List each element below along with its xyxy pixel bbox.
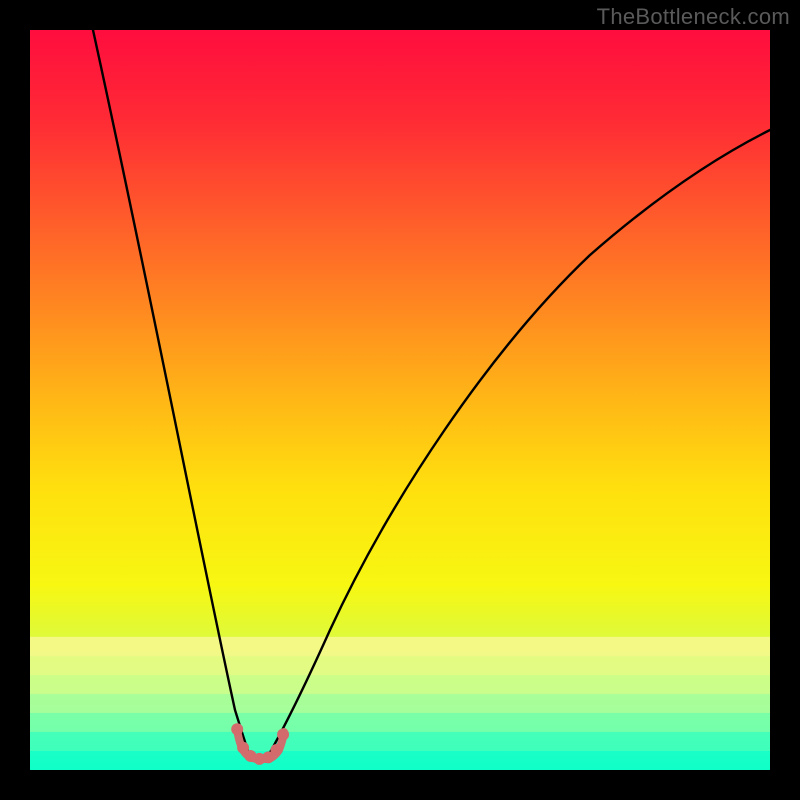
plot-area — [30, 30, 770, 770]
band-stripe — [30, 675, 770, 695]
band-stripe — [30, 732, 770, 752]
marker-dot — [231, 723, 243, 735]
band-stripe — [30, 656, 770, 676]
band-stripe — [30, 637, 770, 657]
plot-svg — [30, 30, 770, 770]
band-stripe — [30, 713, 770, 733]
bottom-highlight-band — [30, 637, 770, 770]
marker-dot — [270, 744, 282, 756]
watermark-text: TheBottleneck.com — [597, 4, 790, 30]
band-stripe — [30, 694, 770, 714]
chart-frame: TheBottleneck.com — [0, 0, 800, 800]
band-stripe — [30, 751, 770, 770]
marker-dot — [277, 728, 289, 740]
